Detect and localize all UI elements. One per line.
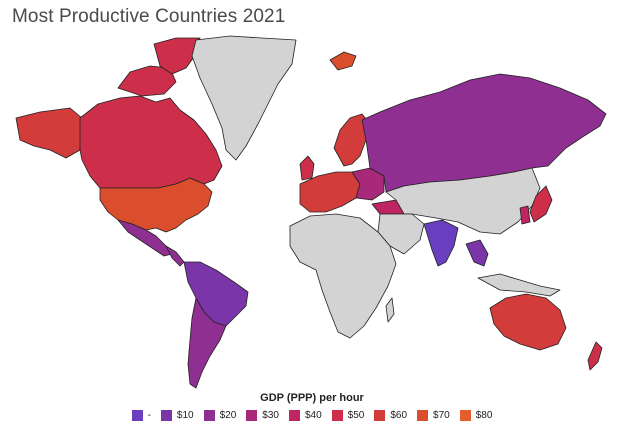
region-canada-north[interactable] xyxy=(153,37,201,75)
legend-item: $40 xyxy=(288,410,322,421)
legend-label: $80 xyxy=(475,410,493,421)
region-new-zealand[interactable] xyxy=(587,341,603,371)
legend-swatch xyxy=(331,410,343,421)
region-africa[interactable] xyxy=(289,213,397,339)
region-uk[interactable] xyxy=(299,155,315,181)
legend-swatch xyxy=(417,410,429,421)
legend-label: $10 xyxy=(176,410,194,421)
region-usa[interactable] xyxy=(99,177,213,233)
legend-item: $60 xyxy=(374,410,407,421)
region-madagascar[interactable] xyxy=(385,297,395,323)
legend-label: $40 xyxy=(304,410,322,421)
legend-title: GDP (PPP) per hour xyxy=(260,392,364,404)
legend-swatch xyxy=(131,410,143,421)
region-india[interactable] xyxy=(423,219,459,267)
region-korea[interactable] xyxy=(519,205,531,225)
legend-label: $50 xyxy=(347,410,365,421)
legend-label: $30 xyxy=(262,410,279,421)
legend-item: $30 xyxy=(246,410,279,421)
region-southeast-asia[interactable] xyxy=(465,239,489,267)
region-south-america-south[interactable] xyxy=(187,297,227,389)
legend-item: $70 xyxy=(417,410,450,421)
legend-item: $20 xyxy=(203,410,237,421)
region-greenland[interactable] xyxy=(191,35,297,161)
legend-label: $20 xyxy=(219,410,237,421)
legend-item: $50 xyxy=(331,410,365,421)
legend-item: - xyxy=(131,410,151,421)
legend-item: $10 xyxy=(160,410,194,421)
region-japan[interactable] xyxy=(529,185,553,223)
map-legend: GDP (PPP) per hour - $10 $20 $30 $40 $50 $60 $7… xyxy=(0,392,624,421)
legend-label: - xyxy=(147,410,151,421)
legend-item: $80 xyxy=(459,410,493,421)
region-russia[interactable] xyxy=(361,73,607,193)
legend-swatch xyxy=(160,410,172,421)
region-canada[interactable] xyxy=(79,95,223,189)
region-central-america[interactable] xyxy=(165,245,185,267)
region-australia[interactable] xyxy=(489,293,567,351)
region-indonesia[interactable] xyxy=(477,273,561,297)
region-alaska[interactable] xyxy=(15,107,83,159)
legend-swatch xyxy=(459,410,471,421)
world-choropleth-map xyxy=(15,35,607,389)
legend-label: $70 xyxy=(433,410,450,421)
region-canada-arctic[interactable] xyxy=(117,65,177,97)
legend-label: $60 xyxy=(390,410,408,421)
legend-swatch xyxy=(246,410,258,421)
legend-swatch xyxy=(374,410,386,421)
legend-swatch xyxy=(203,410,215,421)
legend-items: - $10 $20 $30 $40 $50 $60 $70 $80 xyxy=(0,410,624,421)
map-title: Most Productive Countries 2021 xyxy=(12,6,286,27)
region-iceland[interactable] xyxy=(329,51,357,71)
legend-swatch xyxy=(288,410,300,421)
